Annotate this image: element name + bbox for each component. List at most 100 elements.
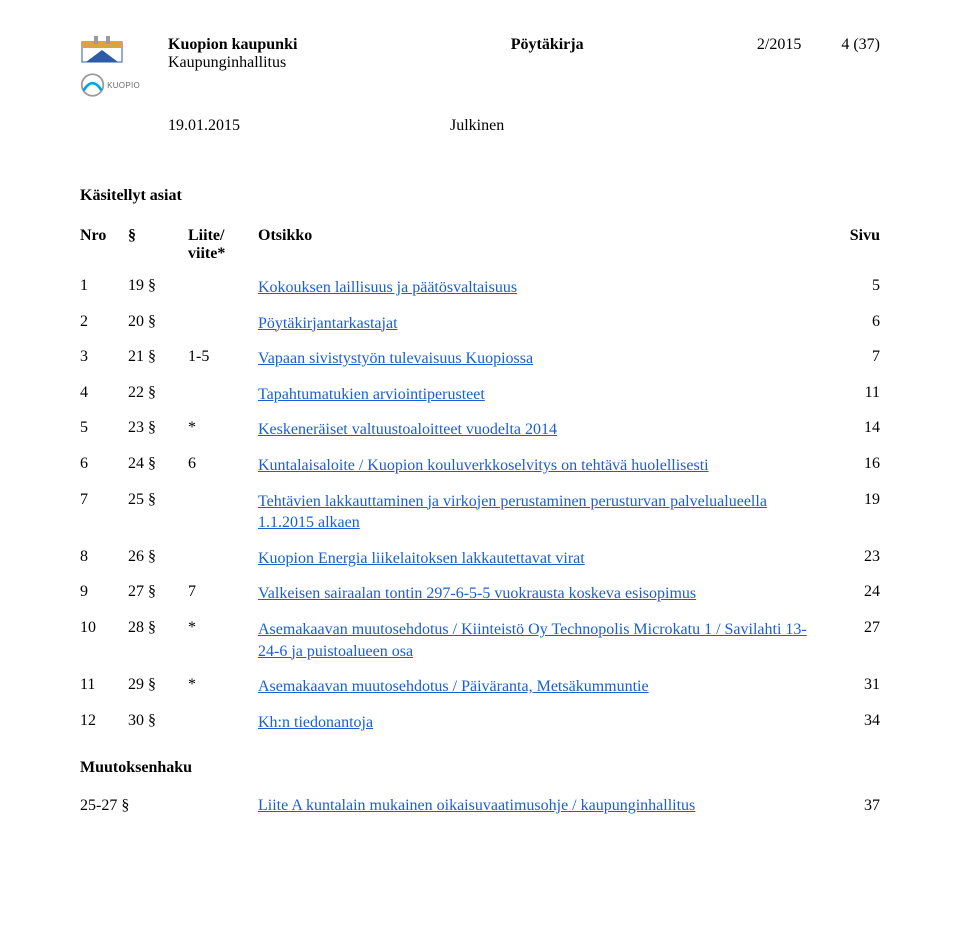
table-row: 624 §6Kuntalaisaloite / Kuopion kouluver… bbox=[80, 455, 880, 477]
cell-nro: 6 bbox=[80, 455, 128, 473]
cell-nro: 8 bbox=[80, 548, 128, 566]
cell-title: Asemakaavan muutosehdotus / Kiinteistö O… bbox=[258, 619, 830, 662]
cell-title: Keskeneräiset valtuustoaloitteet vuodelt… bbox=[258, 419, 830, 441]
table-row: 321 §1-5Vapaan sivistystyön tulevaisuus … bbox=[80, 348, 880, 370]
title-link[interactable]: Valkeisen sairaalan tontin 297-6-5-5 vuo… bbox=[258, 585, 696, 602]
table-row: 826 § Kuopion Energia liikelaitoksen lakk… bbox=[80, 548, 880, 570]
cell-nro: 7 bbox=[80, 491, 128, 509]
cell-section: 28 § bbox=[128, 619, 188, 637]
appeal-link[interactable]: Liite A kuntalain mukainen oikaisuvaatim… bbox=[258, 797, 695, 814]
col-title-header: Otsikko bbox=[258, 227, 830, 263]
cell-title: Kuopion Energia liikelaitoksen lakkautet… bbox=[258, 548, 830, 570]
title-link[interactable]: Tapahtumatukien arviointiperusteet bbox=[258, 386, 485, 403]
col-section-header: § bbox=[128, 227, 188, 263]
appeal-page: 37 bbox=[830, 797, 880, 815]
logo-block: KUOPIO bbox=[80, 36, 140, 99]
section-title: Käsitellyt asiat bbox=[80, 187, 880, 205]
document-page: KUOPIO Kuopion kaupunki Kaupunginhallitu… bbox=[0, 0, 960, 937]
title-link[interactable]: Pöytäkirjantarkastajat bbox=[258, 315, 398, 332]
doc-number: 2/2015 bbox=[757, 36, 801, 72]
cell-liite: 7 bbox=[188, 583, 258, 601]
col-sivu-header: Sivu bbox=[830, 227, 880, 263]
cell-sivu: 19 bbox=[830, 491, 880, 509]
table-header-row: Nro § Liite/ viite* Otsikko Sivu bbox=[80, 227, 880, 263]
cell-title: Tapahtumatukien arviointiperusteet bbox=[258, 384, 830, 406]
appeal-liite bbox=[188, 797, 258, 815]
kuopio-logo-icon bbox=[80, 71, 105, 99]
appeal-row: 25-27 § Liite A kuntalain mukainen oikai… bbox=[80, 797, 880, 815]
cell-nro: 9 bbox=[80, 583, 128, 601]
page-header: KUOPIO Kuopion kaupunki Kaupunginhallitu… bbox=[80, 36, 880, 99]
table-row: 119 §Kokouksen laillisuus ja päätösvalta… bbox=[80, 277, 880, 299]
cell-section: 24 § bbox=[128, 455, 188, 473]
cell-liite: * bbox=[188, 619, 258, 637]
appeal-heading: Muutoksenhaku bbox=[80, 759, 880, 777]
title-link[interactable]: Kuntalaisaloite / Kuopion kouluverkkosel… bbox=[258, 457, 709, 474]
title-link[interactable]: Kh:n tiedonantoja bbox=[258, 714, 373, 731]
title-link[interactable]: Tehtävien lakkauttaminen ja virkojen per… bbox=[258, 493, 767, 532]
cell-section: 21 § bbox=[128, 348, 188, 366]
header-left: Kuopion kaupunki Kaupunginhallitus bbox=[168, 36, 297, 72]
appeal-range: 25-27 § bbox=[80, 797, 188, 815]
cell-nro: 3 bbox=[80, 348, 128, 366]
logo-text-row: KUOPIO bbox=[80, 71, 140, 99]
cell-sivu: 6 bbox=[830, 313, 880, 331]
cell-sivu: 11 bbox=[830, 384, 880, 402]
cell-title: Tehtävien lakkauttaminen ja virkojen per… bbox=[258, 491, 830, 534]
cell-sivu: 31 bbox=[830, 676, 880, 694]
appeal-title: Liite A kuntalain mukainen oikaisuvaatim… bbox=[258, 797, 830, 815]
table-row: 1129 §*Asemakaavan muutosehdotus / Päivä… bbox=[80, 676, 880, 698]
cell-liite: * bbox=[188, 419, 258, 437]
cell-title: Vapaan sivistystyön tulevaisuus Kuopioss… bbox=[258, 348, 830, 370]
cell-sivu: 23 bbox=[830, 548, 880, 566]
cell-liite: * bbox=[188, 676, 258, 694]
cell-section: 22 § bbox=[128, 384, 188, 402]
table-row: 220 § Pöytäkirjantarkastajat 6 bbox=[80, 313, 880, 335]
cell-title: Kh:n tiedonantoja bbox=[258, 712, 830, 734]
org-name: Kuopion kaupunki bbox=[168, 36, 297, 54]
header-text: Kuopion kaupunki Kaupunginhallitus Pöytä… bbox=[168, 36, 880, 72]
cell-sivu: 27 bbox=[830, 619, 880, 637]
title-link[interactable]: Keskeneräiset valtuustoaloitteet vuodelt… bbox=[258, 421, 557, 438]
title-link[interactable]: Asemakaavan muutosehdotus / Kiinteistö O… bbox=[258, 621, 807, 660]
cell-section: 23 § bbox=[128, 419, 188, 437]
cell-title: Kokouksen laillisuus ja päätösvaltaisuus bbox=[258, 277, 830, 299]
cell-nro: 5 bbox=[80, 419, 128, 437]
cell-nro: 11 bbox=[80, 676, 128, 694]
cell-sivu: 16 bbox=[830, 455, 880, 473]
title-link[interactable]: Kuopion Energia liikelaitoksen lakkautet… bbox=[258, 550, 585, 567]
title-link[interactable]: Kokouksen laillisuus ja päätösvaltaisuus bbox=[258, 279, 517, 296]
cell-section: 20 § bbox=[128, 313, 188, 331]
title-link[interactable]: Vapaan sivistystyön tulevaisuus Kuopioss… bbox=[258, 350, 533, 367]
title-link[interactable]: Asemakaavan muutosehdotus / Päiväranta, … bbox=[258, 678, 649, 695]
cell-nro: 10 bbox=[80, 619, 128, 637]
table-row: 523 §*Keskeneräiset valtuustoaloitteet v… bbox=[80, 419, 880, 441]
cell-nro: 4 bbox=[80, 384, 128, 402]
cell-title: Valkeisen sairaalan tontin 297-6-5-5 vuo… bbox=[258, 583, 830, 605]
header-right: 2/2015 4 (37) bbox=[757, 36, 880, 72]
cell-title: Pöytäkirjantarkastajat bbox=[258, 313, 830, 335]
table-row: 725 § Tehtävien lakkauttaminen ja virkoje… bbox=[80, 491, 880, 534]
table-row: 422 § Tapahtumatukien arviointiperusteet 1… bbox=[80, 384, 880, 406]
cell-section: 26 § bbox=[128, 548, 188, 566]
cell-nro: 12 bbox=[80, 712, 128, 730]
table-body: 119 §Kokouksen laillisuus ja päätösvalta… bbox=[80, 277, 880, 733]
table-row: 927 §7Valkeisen sairaalan tontin 297-6-5… bbox=[80, 583, 880, 605]
page-number: 4 (37) bbox=[841, 36, 880, 72]
crest-icon bbox=[80, 36, 124, 64]
cell-liite: 6 bbox=[188, 455, 258, 473]
cell-section: 25 § bbox=[128, 491, 188, 509]
cell-sivu: 7 bbox=[830, 348, 880, 366]
cell-title: Asemakaavan muutosehdotus / Päiväranta, … bbox=[258, 676, 830, 698]
cell-sivu: 24 bbox=[830, 583, 880, 601]
cell-sivu: 5 bbox=[830, 277, 880, 295]
logo-label: KUOPIO bbox=[107, 81, 140, 90]
doc-visibility: Julkinen bbox=[450, 117, 504, 135]
doc-date: 19.01.2015 bbox=[168, 117, 240, 135]
cell-nro: 2 bbox=[80, 313, 128, 331]
date-row: 19.01.2015 Julkinen bbox=[168, 117, 880, 135]
cell-sivu: 14 bbox=[830, 419, 880, 437]
cell-liite: 1-5 bbox=[188, 348, 258, 366]
doc-type: Pöytäkirja bbox=[471, 36, 584, 72]
cell-section: 30 § bbox=[128, 712, 188, 730]
